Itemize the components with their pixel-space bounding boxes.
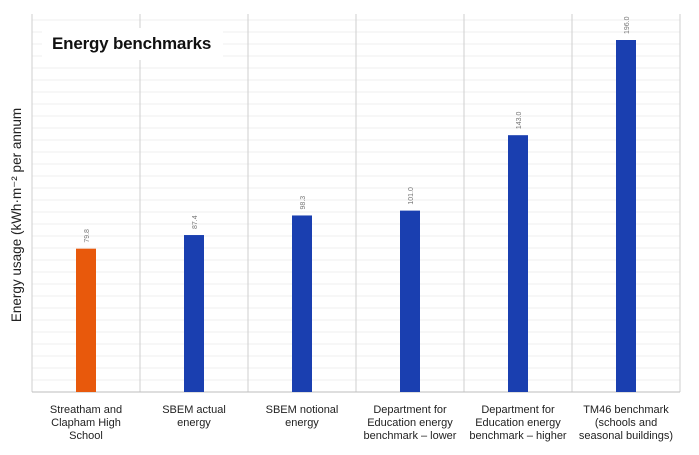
bar-3 (400, 210, 420, 392)
y-axis-label: Energy usage (kWh·m⁻² per annum (9, 108, 25, 322)
bar-0 (76, 248, 96, 392)
x-tick-label: TM46 benchmark (schools and seasonal bui… (578, 404, 674, 442)
x-tick-label: Department for Education energy benchmar… (469, 404, 567, 442)
bar-value-label: 98.3 (300, 196, 307, 210)
bar-5 (616, 40, 636, 392)
x-tick-label: SBEM notional energy (265, 404, 339, 429)
bar-value-label: 87.4 (192, 215, 199, 229)
bar-value-label: 101.0 (408, 187, 415, 205)
bar-value-label: 143.0 (516, 112, 523, 130)
x-tick-label: Streatham and Clapham High School (49, 404, 123, 442)
x-tick-label: Department for Education energy benchmar… (363, 404, 457, 442)
bar-value-label: 79.8 (84, 229, 91, 243)
bar-4 (508, 135, 528, 393)
y-axis-label-text: Energy usage (kWh·m⁻² per annum (9, 107, 24, 323)
bar-2 (292, 215, 312, 392)
bar-1 (184, 235, 204, 392)
bar-value-label: 196.0 (624, 16, 631, 34)
x-tick-label: SBEM actual energy (162, 404, 226, 429)
chart-title: Energy benchmarks (42, 28, 224, 60)
